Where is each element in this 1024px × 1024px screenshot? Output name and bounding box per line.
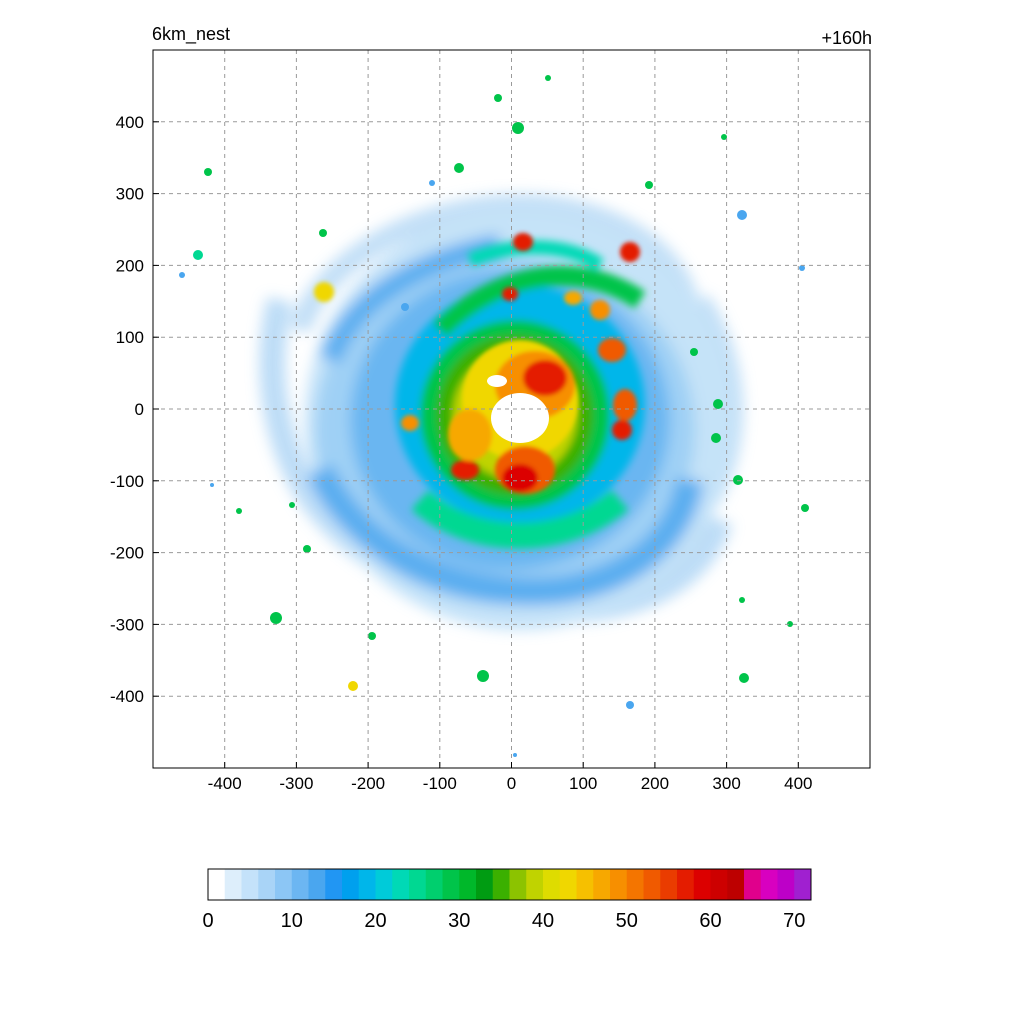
colorbar: 0 10 20 30 40 50 60 70	[202, 868, 812, 932]
x-tick-label: 300	[712, 774, 740, 793]
colorbar-swatches	[208, 869, 812, 900]
colorbar-swatch	[576, 869, 594, 900]
colorbar-swatch	[509, 869, 527, 900]
colorbar-swatch	[308, 869, 326, 900]
colorbar-tick-label: 70	[783, 910, 805, 932]
y-tick-label: 200	[116, 256, 144, 275]
y-tick-label: 0	[135, 400, 144, 419]
eye-notch	[487, 375, 507, 387]
colorbar-swatch	[241, 869, 259, 900]
y-tick-label: -200	[110, 544, 144, 563]
colorbar-swatch	[358, 869, 376, 900]
colorbar-swatch	[643, 869, 661, 900]
colorbar-swatch	[375, 869, 393, 900]
colorbar-swatch	[275, 869, 293, 900]
colorbar-swatch	[208, 869, 226, 900]
colorbar-swatch	[727, 869, 745, 900]
x-tick-label: 200	[641, 774, 669, 793]
colorbar-tick-label: 60	[699, 910, 721, 932]
colorbar-swatch	[543, 869, 561, 900]
colorbar-swatch	[258, 869, 276, 900]
colorbar-swatch	[710, 869, 728, 900]
colorbar-swatch	[342, 869, 360, 900]
colorbar-swatch	[425, 869, 443, 900]
colorbar-swatch	[224, 869, 242, 900]
storm-eye	[491, 393, 549, 443]
y-axis: -400 -300 -200 -100 0 100 200 300 400	[110, 113, 159, 706]
colorbar-swatch	[794, 869, 812, 900]
x-tick-label: -400	[208, 774, 242, 793]
title-left: 6km_nest	[152, 24, 230, 45]
scattered-echoes	[179, 75, 809, 757]
colorbar-tick-label: 30	[448, 910, 470, 932]
plot-area: -400 -300 -200 -100 0 100 200 300 400 -400 -300 -2…	[110, 49, 871, 793]
colorbar-frame	[207, 868, 812, 901]
colorbar-swatch	[677, 869, 695, 900]
colorbar-tick-label: 0	[202, 910, 213, 932]
colorbar-swatch	[626, 869, 644, 900]
colorbar-swatch	[492, 869, 510, 900]
colorbar-swatch	[559, 869, 577, 900]
reflectivity-field	[179, 75, 809, 757]
colorbar-tick-labels: 0 10 20 30 40 50 60 70	[202, 910, 805, 932]
colorbar-swatch	[459, 869, 477, 900]
colorbar-swatch	[476, 869, 494, 900]
colorbar-swatch	[760, 869, 778, 900]
colorbar-swatch	[409, 869, 427, 900]
y-tick-label: -100	[110, 472, 144, 491]
colorbar-tick-label: 10	[281, 910, 303, 932]
colorbar-swatch	[291, 869, 309, 900]
colorbar-swatch	[693, 869, 711, 900]
x-axis: -400 -300 -200 -100 0 100 200 300 400	[208, 762, 812, 793]
colorbar-tick-label: 20	[364, 910, 386, 932]
x-tick-label: -200	[351, 774, 385, 793]
x-tick-label: 100	[569, 774, 597, 793]
x-tick-label: 400	[784, 774, 812, 793]
x-tick-label: -100	[423, 774, 457, 793]
y-tick-label: 300	[116, 185, 144, 204]
y-tick-label: -400	[110, 687, 144, 706]
colorbar-tick-label: 40	[532, 910, 554, 932]
colorbar-swatch	[325, 869, 343, 900]
colorbar-swatch	[593, 869, 611, 900]
colorbar-swatch	[392, 869, 410, 900]
x-tick-label: 0	[507, 774, 516, 793]
colorbar-swatch	[610, 869, 628, 900]
colorbar-swatch	[660, 869, 678, 900]
colorbar-swatch	[526, 869, 544, 900]
title-right: +160h	[821, 28, 872, 48]
y-tick-label: -300	[110, 615, 144, 634]
y-tick-label: 400	[116, 113, 144, 132]
colorbar-swatch	[777, 869, 795, 900]
colorbar-tick-label: 50	[616, 910, 638, 932]
colorbar-swatch	[744, 869, 762, 900]
x-tick-label: -300	[279, 774, 313, 793]
y-tick-label: 100	[116, 328, 144, 347]
colorbar-swatch	[442, 869, 460, 900]
